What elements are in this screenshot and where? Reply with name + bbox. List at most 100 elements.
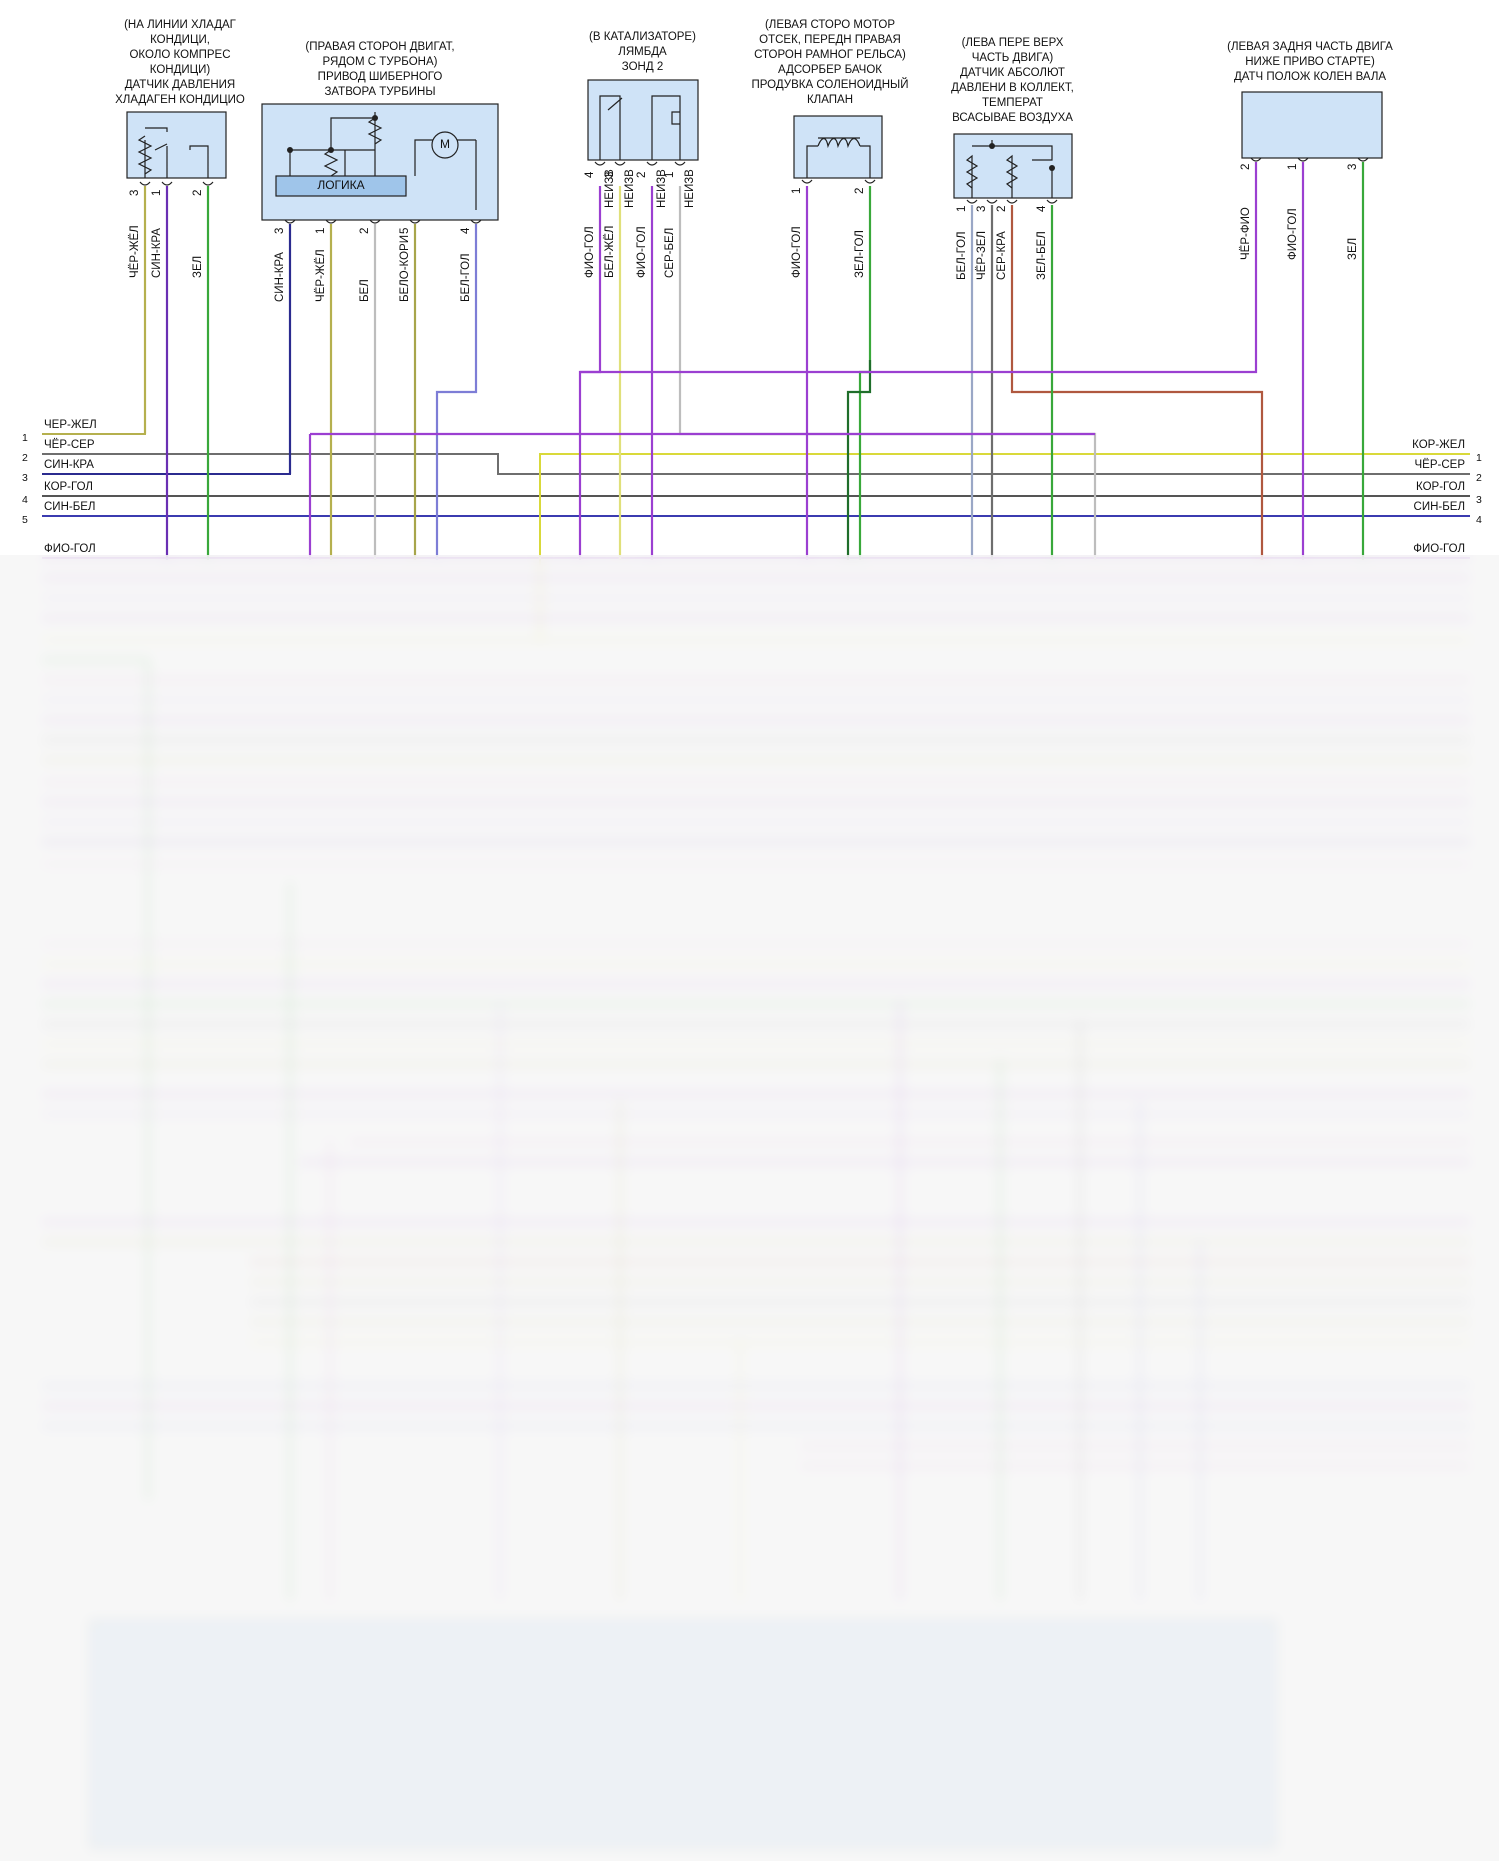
wire-color-label: ФИО-ГОЛ <box>791 226 803 278</box>
crankshaft-position-sensor <box>1241 91 1383 159</box>
caption-line: ПРОДУВКА СОЛЕНОИДНЫЙ <box>751 79 909 91</box>
wire-color-label: СИН-КРА <box>151 228 163 278</box>
right-bus-label: СИН-БЕЛ <box>1413 501 1465 513</box>
wire-color-label: ФИО-ГОЛ <box>1287 208 1299 260</box>
pin-number: 1 <box>956 205 968 212</box>
pin-number: 1 <box>791 187 803 194</box>
left-bus-number: 2 <box>22 452 28 464</box>
obscured-region <box>0 555 1499 1861</box>
connector-marks <box>139 157 1369 224</box>
left-bus-label: ЧЁР-ЖЁЛ <box>44 419 97 431</box>
motor-symbol-label: M <box>440 137 450 151</box>
caption-line: КОНДИЦИ) <box>149 64 211 76</box>
caption-line: КЛАПАН <box>806 94 854 106</box>
caption-line: ОТСЕК, ПЕРЕДН ПРАВАЯ <box>759 34 901 46</box>
right-bus-label: КОР-ЖЁЛ <box>1412 439 1465 451</box>
caption-line: (ЛЕВА ПЕРЕ ВЕРХ <box>961 37 1064 49</box>
pin-number: 3 <box>274 227 286 234</box>
pin-number: 2 <box>996 205 1008 212</box>
wire-color-label: ФИО-ГОЛ <box>584 226 596 278</box>
pin-number: 3 <box>604 171 616 178</box>
right-bus-number: 2 <box>1476 472 1482 484</box>
wire-color-label: ЗЕЛ-БЕЛ <box>1036 231 1048 280</box>
caption-line: ДАТЧ ПОЛОЖ КОЛЕН ВАЛА <box>1233 71 1387 83</box>
left-bus-number: 3 <box>22 472 28 484</box>
vertical-wires <box>143 162 1365 560</box>
pin-number: 2 <box>359 227 371 234</box>
logic-module-label: ЛОГИКА <box>317 178 365 192</box>
pin-number: 1 <box>664 171 676 178</box>
caption-line: (ЛЕВАЯ ЗАДНЯ ЧАСТЬ ДВИГА <box>1227 41 1393 53</box>
right-bus-number: 4 <box>1476 514 1482 526</box>
wire-color-label: БЕЛО-КОРИ <box>399 235 411 302</box>
wire-color-label: ЗЕЛ <box>1347 237 1359 260</box>
caption-line: АДСОРБЕР БАЧОК <box>778 64 882 76</box>
pin-note: НЕИЗВ <box>624 169 636 208</box>
bus-wire-2 <box>42 453 1470 475</box>
pin-number: 1 <box>1287 163 1299 170</box>
right-bus-number: 1 <box>1476 452 1482 464</box>
caption-line: СТОРОН РАМНОГ РЕЛЬСА) <box>754 49 906 61</box>
caption-line: ЗАТВОРА ТУРБИНЫ <box>324 86 436 98</box>
wire-color-label: БЕЛ-ЖЁЛ <box>604 225 616 278</box>
wire-color-label: ЧЁР-ЗЕЛ <box>976 230 988 280</box>
wire-color-label: ЧЁР-ФИО <box>1240 207 1252 260</box>
wire-color-label: ФИО-ГОЛ <box>636 226 648 278</box>
wire-color-label: БЕЛ-ГОЛ <box>460 253 472 302</box>
caption-line: НИЖЕ ПРИВО СТАРТЕ) <box>1245 56 1375 68</box>
wire-color-label: БЕЛ <box>359 279 371 302</box>
pin-number: 2 <box>636 171 648 178</box>
caption-line: (НА ЛИНИИ ХЛАДАГ <box>124 19 236 31</box>
caption-line: ОКОЛО КОМПРЕС <box>129 49 231 61</box>
left-bus-number: 5 <box>22 514 28 526</box>
ac-sensor-caption: (НА ЛИНИИ ХЛАДАГ КОНДИЦИ, ОКОЛО КОМПРЕС КОН… <box>90 18 270 108</box>
wire-color-label: ЗЕЛ-ГОЛ <box>854 230 866 278</box>
right-bus-label: ФИО-ГОЛ <box>1413 543 1465 555</box>
left-bus-label: КОР-ГОЛ <box>44 481 93 493</box>
left-bus-number: 4 <box>22 494 28 506</box>
caption-line: ДАВЛЕНИ В КОЛЛЕКТ, <box>951 82 1074 94</box>
caption-line: ЗОНД 2 <box>621 61 664 73</box>
pin-number: 4 <box>1036 205 1048 212</box>
pin-number: 4 <box>584 171 596 178</box>
caption-line: (ПРАВАЯ СТОРОН ДВИГАТ, <box>305 41 455 53</box>
right-bus-label: ЧЁР-СЕР <box>1414 459 1466 471</box>
map-sensor-caption: (ЛЕВА ПЕРЕ ВЕРХ ЧАСТЬ ДВИГА) ДАТЧИК АБСОЛЮ… <box>920 36 1105 126</box>
caption-line: ЧАСТЬ ДВИГА) <box>971 52 1054 64</box>
pin-number: 2 <box>854 187 866 194</box>
ckp-sensor-caption: (ЛЕВАЯ ЗАДНЯ ЧАСТЬ ДВИГА НИЖЕ ПРИВО СТАРТ… <box>1195 40 1425 85</box>
wire-color-label: БЕЛ-ГОЛ <box>956 231 968 280</box>
left-bus-number: 1 <box>22 432 28 444</box>
caption-line: ПРИВОД ШИБЕРНОГО <box>317 71 443 83</box>
caption-line: ТЕМПЕРАТ <box>982 97 1043 109</box>
pin-number: 5 <box>399 227 411 234</box>
caption-line: ЛЯМБДА <box>618 46 667 58</box>
map-iat-sensor <box>953 133 1073 199</box>
wire-color-label: ЧЁР-ЖЁЛ <box>315 249 327 302</box>
wire-color-label: СЕР-БЕЛ <box>664 227 676 278</box>
caption-line: ВСАСЫВАЕ ВОЗДУХА <box>952 112 1073 124</box>
wire-color-label: СЕР-КРА <box>996 231 1008 280</box>
caption-line: (В КАТАЛИЗАТОРЕ) <box>589 31 696 43</box>
pin-number: 1 <box>315 227 327 234</box>
lambda-2-caption: (В КАТАЛИЗАТОРЕ) ЛЯМБДА ЗОНД 2 <box>560 30 725 75</box>
left-bus-label: ФИО-ГОЛ <box>44 543 96 555</box>
ac-pressure-sensor <box>126 111 227 179</box>
caption-line: ДАТЧИК АБСОЛЮТ <box>960 67 1065 79</box>
lambda-sensor-2 <box>587 79 699 161</box>
purge-valve-caption: (ЛЕВАЯ СТОРО МОТОР ОТСЕК, ПЕРЕДН ПРАВАЯ СТ… <box>730 18 930 108</box>
pin-number: 3 <box>129 189 141 196</box>
right-bus-label: КОР-ГОЛ <box>1416 481 1465 493</box>
caption-line: РЯДОМ С ТУРБОНА) <box>322 56 438 68</box>
wire-color-label: СИН-КРА <box>274 252 286 302</box>
pin-number: 2 <box>1240 163 1252 170</box>
wire-color-label: ЧЁР-ЖЁЛ <box>129 225 141 278</box>
caption-line: (ЛЕВАЯ СТОРО МОТОР <box>764 19 896 31</box>
left-bus-label: ЧЁР-СЕР <box>44 439 95 451</box>
left-bus-label: СИН-БЕЛ <box>44 501 96 513</box>
turbo-wastegate-actuator <box>261 103 499 221</box>
pin-number: 1 <box>151 189 163 196</box>
caption-line: КОНДИЦИ, <box>150 34 210 46</box>
pin-number: 2 <box>192 189 204 196</box>
pin-number: 3 <box>976 205 988 212</box>
